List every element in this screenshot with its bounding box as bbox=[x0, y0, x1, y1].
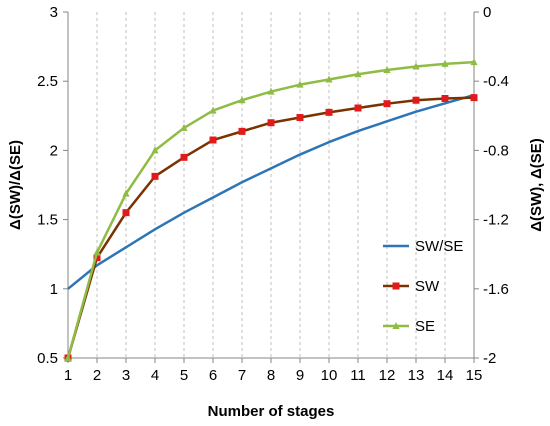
data-point-triangle bbox=[64, 354, 72, 361]
data-point-triangle bbox=[412, 62, 420, 70]
data-point-square bbox=[238, 127, 246, 135]
legend-label: SW bbox=[415, 278, 440, 295]
x-tick-label: 9 bbox=[296, 367, 304, 384]
data-point-triangle bbox=[441, 59, 449, 67]
y-tick-label-left: 1.5 bbox=[37, 212, 58, 229]
data-point-triangle bbox=[238, 96, 246, 104]
data-point-triangle bbox=[93, 248, 101, 256]
data-point-triangle bbox=[122, 189, 130, 197]
data-point-square bbox=[325, 108, 333, 116]
data-point-triangle bbox=[470, 58, 478, 66]
y-tick-label-right: 0 bbox=[483, 4, 491, 21]
data-point-triangle bbox=[296, 80, 304, 88]
data-point-triangle bbox=[267, 87, 275, 95]
data-point-square bbox=[93, 254, 101, 262]
data-point-square bbox=[151, 172, 159, 180]
series-sw bbox=[64, 94, 478, 362]
data-point-triangle bbox=[325, 75, 333, 83]
data-point-square bbox=[180, 153, 188, 161]
x-tick-label: 5 bbox=[180, 367, 188, 384]
y-tick-label-right: -1.6 bbox=[483, 281, 509, 298]
x-tick-label: 15 bbox=[466, 367, 483, 384]
x-tick-label: 4 bbox=[151, 367, 159, 384]
axes: 0.511.522.53-2-1.6-1.2-0.8-0.401 2 3 4 5 6 7 8 9… bbox=[37, 4, 509, 384]
data-point-square bbox=[122, 209, 130, 217]
series-sw-se bbox=[67, 93, 475, 290]
data-point-square bbox=[470, 94, 478, 102]
x-tick-label: 13 bbox=[408, 367, 425, 384]
y-tick-label-left: 2 bbox=[50, 142, 58, 159]
x-tick-label: 12 bbox=[379, 367, 396, 384]
legend-marker-square bbox=[392, 282, 400, 290]
y-axis-title-right: Δ(SW), Δ(SE) bbox=[528, 138, 545, 232]
series-group bbox=[64, 58, 478, 362]
legend-label: SW/SE bbox=[415, 238, 463, 255]
x-axis-title: Number of stages bbox=[208, 403, 335, 420]
data-point-square bbox=[441, 95, 449, 102]
legend-item: SW bbox=[383, 278, 440, 295]
data-point-square bbox=[354, 104, 362, 112]
x-tick-label: 6 bbox=[209, 367, 217, 384]
data-point-triangle bbox=[209, 106, 217, 114]
data-point-triangle bbox=[383, 65, 391, 73]
legend-marker-triangle bbox=[392, 322, 400, 329]
x-tick-label: 3 bbox=[122, 367, 130, 384]
y-tick-label-right: -1.2 bbox=[483, 212, 509, 229]
data-point-square bbox=[412, 96, 420, 104]
grid bbox=[67, 12, 475, 358]
data-point-square bbox=[296, 114, 304, 122]
data-point-square bbox=[383, 100, 391, 108]
x-tick-label: 2 bbox=[93, 367, 101, 384]
x-tick-label: 7 bbox=[238, 367, 246, 384]
series-se bbox=[64, 58, 478, 361]
y-tick-label-left: 0.5 bbox=[37, 350, 58, 367]
y-tick-label-left: 1 bbox=[50, 281, 58, 298]
data-point-triangle bbox=[180, 123, 188, 131]
y-axis-title-left: Δ(SW)/Δ(SE) bbox=[7, 140, 24, 230]
data-point-triangle bbox=[354, 70, 362, 78]
legend-item: SE bbox=[383, 318, 435, 335]
y-tick-label-left: 3 bbox=[50, 4, 58, 21]
legend-item: SW/SE bbox=[383, 238, 463, 255]
data-point-triangle bbox=[151, 146, 159, 154]
data-point-square bbox=[267, 119, 275, 127]
y-tick-label-right: -0.4 bbox=[483, 73, 509, 90]
series-line bbox=[67, 93, 475, 290]
y-tick-label-right: -2 bbox=[483, 350, 496, 367]
x-tick-label: 1 bbox=[64, 367, 72, 384]
x-tick-label: 10 bbox=[321, 367, 338, 384]
y-tick-label-right: -0.8 bbox=[483, 142, 509, 159]
legend-label: SE bbox=[415, 318, 435, 335]
legend: SW/SE SW SE bbox=[383, 238, 463, 335]
x-tick-label: 14 bbox=[437, 367, 454, 384]
data-point-square bbox=[209, 136, 217, 144]
y-tick-label-left: 2.5 bbox=[37, 73, 58, 90]
x-tick-label: 11 bbox=[350, 367, 366, 384]
x-tick-label: 8 bbox=[267, 367, 275, 384]
